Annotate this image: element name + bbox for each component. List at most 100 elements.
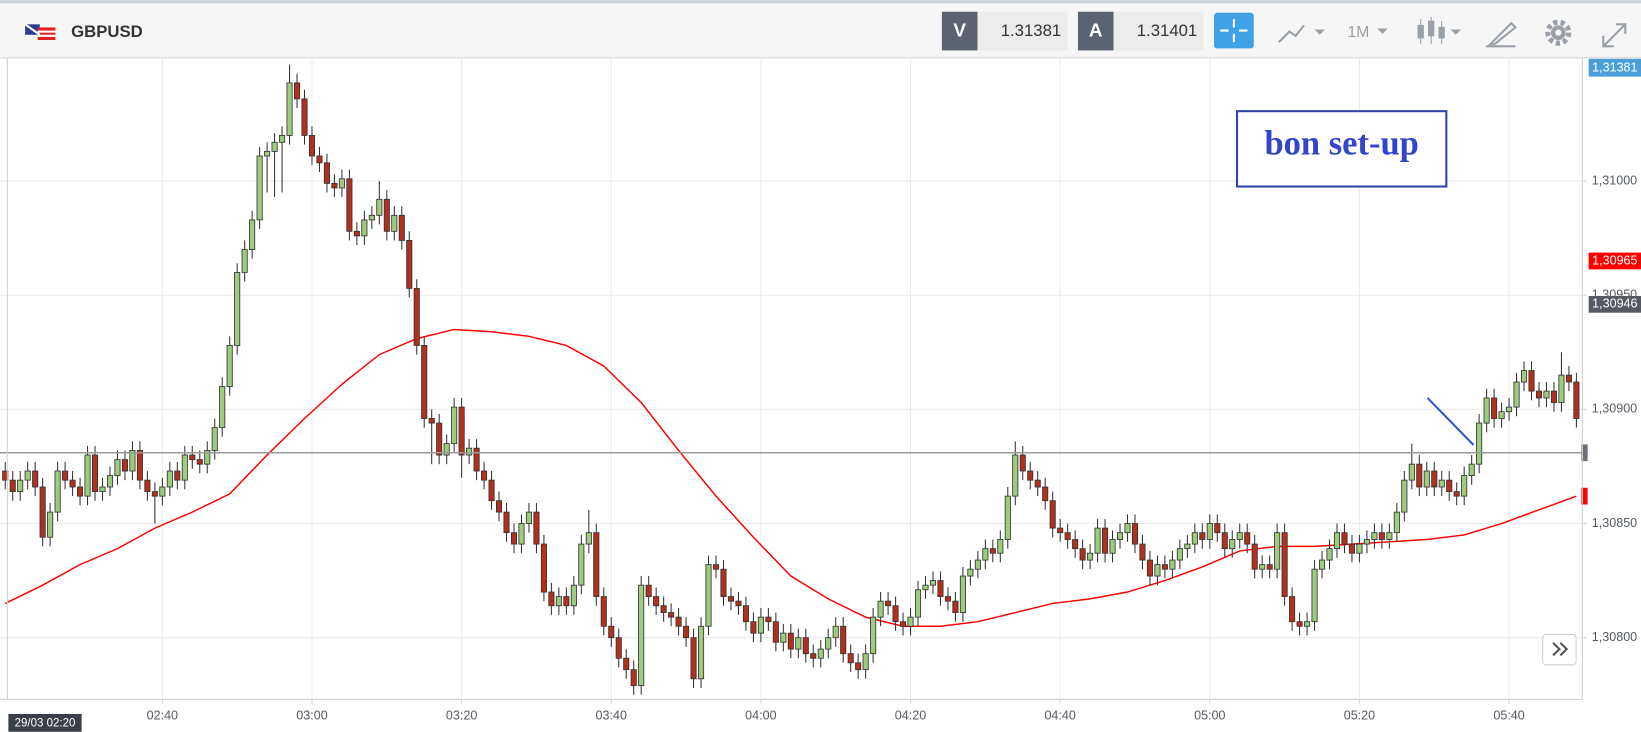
candle-body (1079, 548, 1086, 561)
annotation-arrow (1426, 397, 1475, 446)
candle-body (862, 653, 869, 671)
candle-body (675, 616, 682, 627)
y-tick-label: 1,30900 (1592, 402, 1637, 416)
bid-box[interactable] (977, 11, 1068, 51)
candle-body (1199, 532, 1206, 540)
x-tick-label: 05:20 (1344, 708, 1375, 722)
timeframe-caret (1377, 28, 1388, 34)
candle-body (1543, 390, 1550, 399)
candles (2, 64, 1580, 695)
candle-body (1072, 539, 1079, 550)
candle-body (1378, 532, 1385, 540)
candle-body (727, 596, 735, 602)
candle-body (630, 669, 637, 687)
x-tick-label: 03:00 (296, 708, 327, 722)
candle-body (421, 345, 428, 419)
candle-body (742, 605, 749, 623)
candle-body (1094, 527, 1101, 554)
candle-body (563, 596, 570, 607)
candle-body (1356, 543, 1363, 554)
candle-body (451, 406, 458, 445)
bid-price: 1.31381 (1001, 21, 1062, 40)
candle-body (406, 240, 413, 289)
candle-body (114, 459, 121, 477)
candle-body (346, 178, 353, 232)
draw-tool-button[interactable] (1486, 21, 1517, 48)
price-label-box (1588, 295, 1641, 313)
candle-style-button[interactable] (1417, 16, 1461, 45)
candle-body (249, 219, 256, 250)
candle-body (1311, 568, 1318, 623)
candle-body (1184, 543, 1191, 550)
candle-body (1116, 532, 1124, 540)
x-tick-label: 05:40 (1493, 708, 1524, 722)
candle-body (391, 214, 398, 232)
candle-body (106, 475, 114, 488)
x-tick-label: 04:00 (745, 708, 776, 722)
candle-body (443, 443, 450, 456)
candle-body (967, 568, 974, 577)
candle-body (1289, 596, 1296, 623)
candle-body (518, 523, 525, 545)
candle-body (510, 532, 518, 545)
moving-average-layer (4, 328, 1577, 628)
annotation-box (1235, 110, 1448, 188)
candle-body (54, 470, 61, 513)
candle-body (959, 575, 966, 613)
y-tick-label: 1,30800 (1592, 630, 1637, 644)
candle-body (548, 591, 555, 607)
candle-body (525, 511, 532, 524)
candle-body (750, 621, 757, 634)
candle-body (1498, 411, 1505, 419)
crosshair-button[interactable] (1214, 12, 1254, 49)
top-price-label: 1,31381 (1592, 61, 1637, 75)
candle-body (1229, 539, 1236, 550)
candle-body (1573, 381, 1580, 419)
candle-body (914, 589, 922, 618)
candle-body (77, 486, 84, 497)
candle-body (1476, 422, 1483, 465)
candle-body (1483, 397, 1490, 424)
settings-button[interactable] (1545, 19, 1572, 46)
candle-body (1251, 543, 1258, 570)
candle-body (623, 657, 630, 671)
price-label-box (1588, 252, 1641, 270)
candle-body (832, 625, 839, 639)
candle-body (1169, 559, 1176, 570)
candle-body (241, 249, 248, 273)
candle-body (533, 511, 540, 545)
candle-body (1214, 523, 1221, 534)
candle-body (1468, 463, 1475, 477)
timeframe[interactable]: 1M (1348, 24, 1370, 41)
candle-body (660, 605, 667, 613)
candle-body (698, 625, 705, 680)
candle-body (308, 134, 316, 157)
ask-box[interactable] (1113, 11, 1204, 51)
price-label: 1,30946 (1592, 297, 1637, 311)
scroll-right-button[interactable] (1542, 633, 1577, 666)
candle-body (1438, 479, 1445, 488)
candle-body (488, 479, 495, 502)
candle-body (638, 584, 645, 687)
moving-average-line (4, 328, 1577, 628)
candle-body (787, 632, 794, 650)
candle-body (840, 625, 847, 655)
candle-body (1161, 564, 1168, 570)
chart-type-button[interactable] (1278, 24, 1325, 43)
candle-body (121, 459, 128, 472)
candle-body (817, 648, 824, 659)
candle-body (855, 662, 862, 671)
candle-body (136, 450, 143, 481)
candle-body (1550, 390, 1557, 403)
candle-body (720, 568, 727, 598)
candle-body (196, 459, 203, 465)
candle-body (383, 198, 390, 232)
moving-average-marker (1581, 487, 1588, 505)
candle-body (1453, 491, 1460, 497)
fullscreen-button[interactable] (1602, 23, 1627, 48)
candle-body (645, 584, 652, 598)
candle-body (398, 214, 405, 241)
candle-body (1259, 564, 1266, 570)
candle-body (974, 559, 981, 570)
